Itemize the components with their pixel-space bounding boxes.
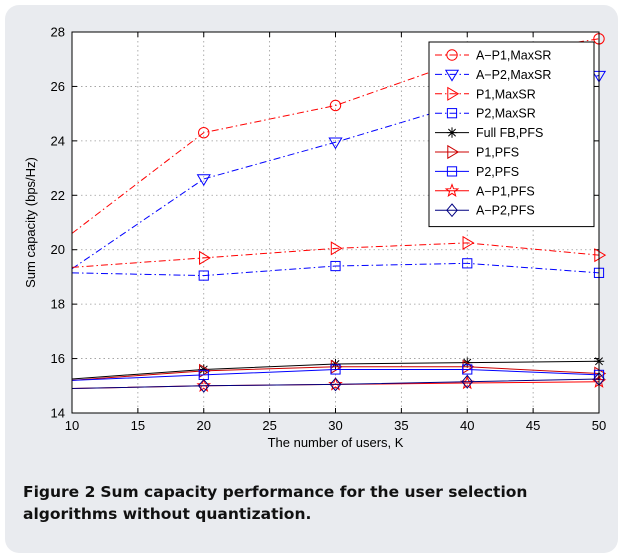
data-point [197, 378, 210, 393]
caption-label: Figure 2 [23, 483, 96, 501]
data-point [330, 260, 341, 272]
legend-entry: Full FB,PFS [435, 126, 543, 140]
y-tick-label: 24 [51, 133, 65, 148]
data-point [462, 235, 475, 250]
legend-entry: A−P2,MaxSR [435, 68, 551, 82]
legend: A−P1,MaxSR A−P2,MaxSR P1,MaxSR P2,MaxSR Full… [428, 41, 595, 228]
legend-label: Full FB,PFS [476, 126, 543, 140]
data-point [462, 364, 473, 375]
data-point [328, 376, 343, 391]
series-9 [71, 372, 605, 393]
series-line [71, 368, 600, 381]
legend-label: P1,MaxSR [476, 87, 536, 101]
legend-marker [446, 166, 458, 177]
legend-entry: P1,MaxSR [435, 86, 536, 101]
x-tick-label: 30 [328, 418, 342, 433]
data-point [328, 137, 343, 150]
caption-text: Sum capacity performance for the user se… [23, 483, 528, 523]
series-7 [71, 364, 605, 381]
data-point [198, 270, 209, 281]
legend-entry: P2,PFS [435, 165, 519, 179]
legend-label: P1,PFS [476, 146, 519, 160]
series-line [71, 378, 600, 390]
legend-entry: A−P1,PFS [435, 183, 535, 198]
x-tick-label: 20 [197, 418, 211, 433]
x-tick-label: 50 [592, 418, 606, 433]
plot-frame [71, 31, 600, 414]
ticks: 10 15 20 25 30 35 40 45 50 14 16 18 20 22 24 26 28 [51, 25, 607, 434]
series-line [71, 262, 600, 277]
legend-marker [447, 86, 460, 101]
y-tick-label: 18 [51, 297, 65, 312]
x-tick-label: 35 [394, 418, 408, 433]
data-point [329, 99, 342, 112]
x-tick-label: 25 [262, 418, 276, 433]
series-3 [71, 235, 607, 268]
legend-label: A−P1,PFS [476, 184, 535, 198]
legend-marker [444, 183, 460, 197]
legend-marker [446, 127, 458, 138]
y-tick-label: 16 [51, 351, 65, 366]
legend-entry: P2,MaxSR [435, 107, 536, 121]
y-tick-label: 22 [51, 188, 65, 203]
y-tick-label: 20 [51, 242, 65, 257]
legend-entry: P1,PFS [435, 144, 519, 160]
legend-marker [447, 144, 460, 160]
data-point [329, 377, 342, 392]
sum-capacity-chart: 10 15 20 25 30 35 40 45 50 14 16 18 20 22 24 26 28 The n… [23, 25, 607, 450]
legend-label: A−P1,MaxSR [476, 49, 551, 63]
legend-label: P2,PFS [476, 165, 519, 179]
data-point [462, 258, 473, 269]
data-point [330, 364, 341, 375]
x-tick-label: 40 [460, 418, 474, 433]
legend-label: A−P2,MaxSR [476, 68, 551, 82]
legend-marker [444, 69, 460, 82]
series-line [71, 366, 600, 381]
x-tick-label: 45 [526, 418, 540, 433]
data-point [196, 174, 211, 187]
legend-marker [446, 203, 458, 218]
data-point [199, 250, 211, 265]
y-tick-label: 14 [51, 406, 65, 421]
figure-panel: 10 15 20 25 30 35 40 45 50 14 16 18 20 22 24 26 28 The n… [5, 5, 618, 553]
y-axis-label: Sum capacity (bps/Hz) [23, 157, 38, 288]
legend-label: A−P2,PFS [476, 204, 535, 218]
data-point [594, 248, 607, 263]
legend-entry: A−P1,MaxSR [435, 49, 551, 63]
data-point [461, 374, 474, 389]
x-tick-label: 10 [65, 418, 79, 433]
legend-entry: A−P2,PFS [435, 203, 535, 218]
series-line [71, 242, 600, 268]
data-point [198, 126, 210, 139]
legend-marker [446, 49, 458, 61]
data-point [330, 241, 343, 256]
legend-marker [446, 108, 458, 119]
y-tick-label: 28 [51, 25, 65, 40]
asterisk-stroke [199, 365, 208, 374]
x-tick-label: 15 [131, 418, 145, 433]
legend-label: P2,MaxSR [476, 107, 536, 121]
x-axis-label: The number of users, K [268, 435, 404, 450]
asterisk-stroke [448, 128, 456, 137]
figure-caption: Figure 2 Sum capacity performance for th… [23, 481, 603, 525]
data-point [196, 378, 212, 392]
y-tick-label: 26 [51, 79, 65, 94]
